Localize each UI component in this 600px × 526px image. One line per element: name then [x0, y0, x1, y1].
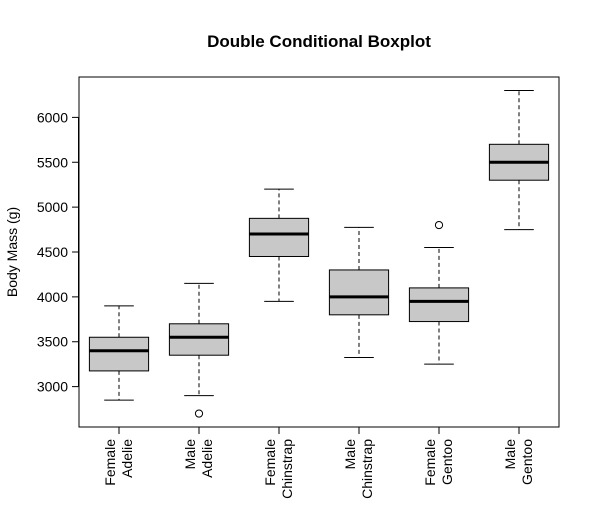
box-body: [88, 336, 150, 372]
y-axis: 3000 3500 4000 4500 5000 5500 6000: [37, 109, 79, 395]
x-tick-label-line1: Male: [342, 439, 358, 470]
x-tick-label: Female Adelie: [102, 439, 135, 486]
box-0: [88, 305, 150, 401]
x-tick-label: Female Chinstrap: [262, 439, 295, 499]
x-tick-label-line2: Adelie: [199, 439, 215, 478]
y-tick-label: 4500: [37, 244, 68, 260]
box-1: [168, 282, 230, 418]
x-tick-label-line2: Gentoo: [519, 439, 535, 485]
chart-title: Double Conditional Boxplot: [207, 32, 431, 51]
x-tick-label-line2: Chinstrap: [279, 439, 295, 499]
x-tick-label: Male Gentoo: [502, 439, 535, 485]
outlier-point: [434, 220, 444, 230]
box-2: [248, 188, 310, 302]
x-tick-label-line1: Female: [422, 439, 438, 486]
x-tick-label-line1: Male: [182, 439, 198, 470]
boxes-group: [88, 89, 550, 418]
box-4: [408, 220, 470, 365]
x-axis: Female Adelie Male Adelie Female Chinstrap Mal…: [102, 426, 535, 499]
box-3: [328, 226, 390, 358]
x-tick-label: Female Gentoo: [422, 439, 455, 486]
y-tick-label: 5500: [37, 154, 68, 170]
y-axis-label: Body Mass (g): [4, 207, 20, 297]
x-tick-label-line2: Gentoo: [439, 439, 455, 485]
x-tick-label: Male Chinstrap: [342, 439, 375, 499]
x-tick-label: Male Adelie: [182, 439, 215, 478]
plot-frame: [78, 76, 560, 428]
x-tick-label-line2: Adelie: [119, 439, 135, 478]
y-tick-label: 5000: [37, 199, 68, 215]
x-tick-label-line1: Male: [502, 439, 518, 470]
y-tick-label: 3500: [37, 334, 68, 350]
box-body: [168, 323, 230, 356]
y-tick-label: 3000: [37, 379, 68, 395]
box-body: [408, 287, 470, 323]
x-tick-label-line1: Female: [262, 439, 278, 486]
x-tick-label-line1: Female: [102, 439, 118, 486]
x-tick-label-line2: Chinstrap: [359, 439, 375, 499]
box-body: [328, 269, 390, 316]
y-tick-label: 6000: [37, 109, 68, 125]
box-5: [488, 89, 550, 231]
y-tick-label: 4000: [37, 289, 68, 305]
box-body: [248, 217, 310, 257]
outlier-point: [194, 409, 204, 418]
